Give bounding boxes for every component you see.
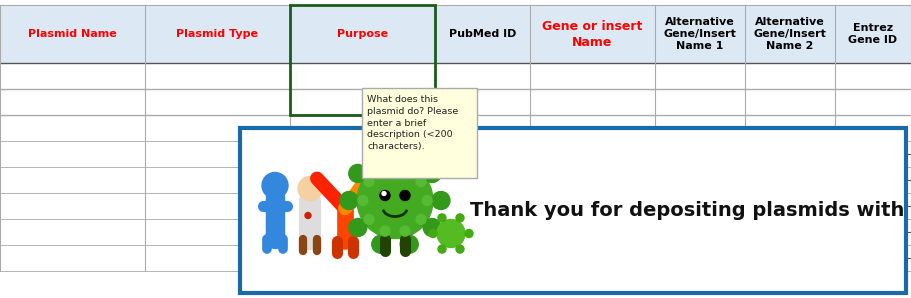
Circle shape (349, 164, 367, 182)
Circle shape (456, 245, 464, 253)
Circle shape (438, 214, 446, 222)
Circle shape (422, 195, 432, 206)
Circle shape (456, 214, 464, 222)
Text: Alternative
Gene/Insert
Name 1: Alternative Gene/Insert Name 1 (663, 17, 736, 51)
Text: Plasmid Type: Plasmid Type (177, 29, 259, 39)
Bar (240, 128, 906, 293)
Text: What does this
plasmid do? Please
enter a brief
description (<200
characters).: What does this plasmid do? Please enter … (367, 95, 458, 151)
Circle shape (364, 215, 374, 224)
Text: Alternative
Gene/Insert
Name 2: Alternative Gene/Insert Name 2 (753, 17, 826, 51)
Circle shape (380, 165, 390, 175)
Circle shape (432, 192, 450, 209)
Circle shape (429, 229, 437, 238)
Circle shape (357, 162, 433, 238)
Circle shape (416, 215, 426, 224)
Circle shape (372, 235, 390, 253)
Circle shape (380, 190, 390, 201)
Bar (655, 5, 745, 63)
Bar (362, 88, 477, 178)
Bar (435, 5, 530, 63)
Bar (745, 5, 835, 63)
Circle shape (400, 190, 410, 201)
Text: Thank you for depositing plasmids with Addgene!: Thank you for depositing plasmids with A… (470, 201, 911, 220)
Circle shape (298, 176, 322, 201)
Circle shape (437, 220, 465, 248)
Text: Entrez
Gene ID: Entrez Gene ID (848, 23, 897, 45)
Circle shape (424, 164, 441, 182)
Bar (530, 5, 655, 63)
Circle shape (400, 226, 410, 236)
Circle shape (465, 229, 473, 238)
Text: PubMed ID: PubMed ID (449, 29, 517, 39)
Bar (290, 5, 435, 115)
Bar (145, 5, 290, 63)
Circle shape (416, 177, 426, 187)
Text: Purpose: Purpose (337, 29, 388, 39)
Polygon shape (302, 201, 318, 206)
Text: Plasmid Name: Plasmid Name (28, 29, 117, 39)
Circle shape (382, 192, 386, 195)
Circle shape (400, 148, 418, 166)
Circle shape (349, 218, 367, 237)
Circle shape (262, 173, 288, 198)
Circle shape (380, 226, 390, 236)
Circle shape (305, 212, 311, 218)
Circle shape (438, 245, 446, 253)
Bar (432, 112, 438, 118)
Circle shape (358, 195, 368, 206)
Circle shape (400, 235, 418, 253)
Circle shape (340, 192, 358, 209)
Circle shape (364, 177, 374, 187)
Circle shape (400, 165, 410, 175)
Circle shape (424, 218, 441, 237)
Bar (290, 5, 435, 63)
Bar (835, 5, 911, 63)
Circle shape (372, 148, 390, 166)
Text: Gene or insert
Name: Gene or insert Name (542, 19, 642, 49)
Bar (0, 5, 145, 63)
